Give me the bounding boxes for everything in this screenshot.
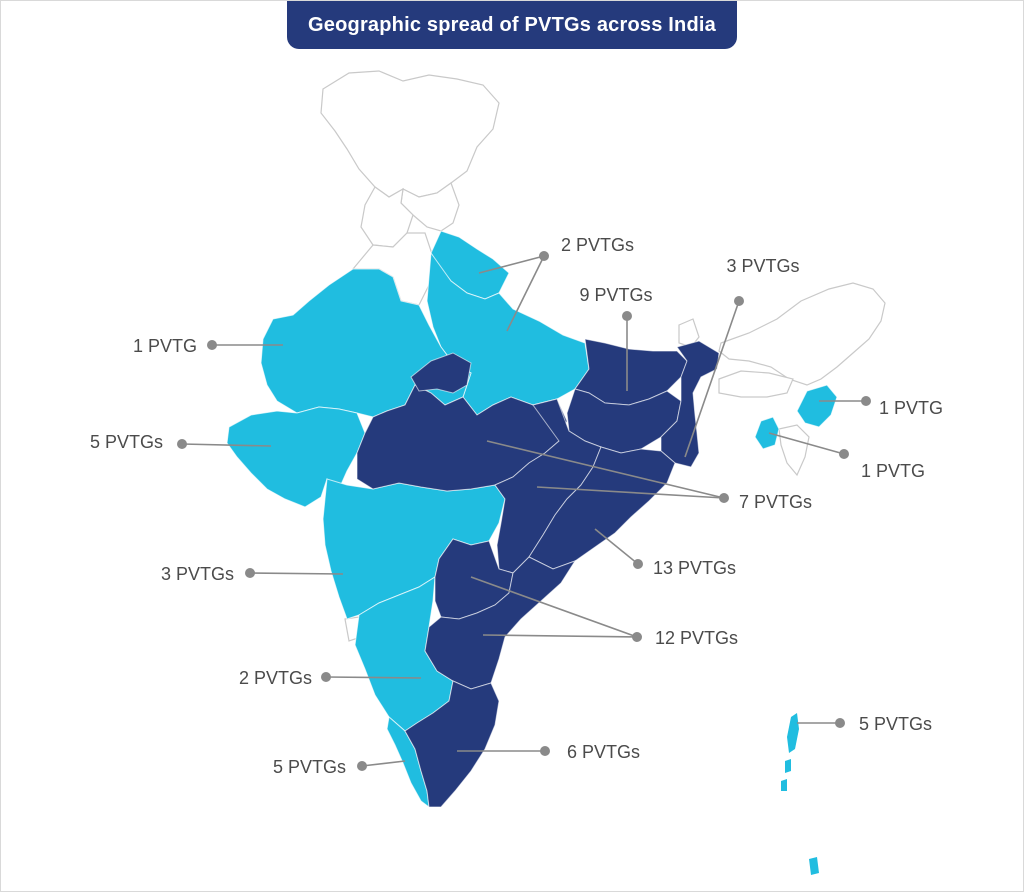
callout-label-maharashtra: 3 PVTGs <box>161 564 234 584</box>
state-mizoram <box>778 424 810 477</box>
callout-label-andaman-nicobar: 5 PVTGs <box>859 714 932 734</box>
callout-label-tripura: 1 PVTG <box>861 461 925 481</box>
callout-label-karnataka: 2 PVTGs <box>239 668 312 688</box>
state-manipur <box>796 384 838 428</box>
state-northeast <box>718 282 886 386</box>
leader-line-kerala <box>361 760 406 767</box>
callout-dot-mp-chhattisgarh <box>719 493 729 503</box>
callout-label-bihar: 9 PVTGs <box>579 285 652 305</box>
state-tamil-nadu <box>404 680 500 808</box>
island-car-nicobar <box>781 779 787 791</box>
callout-dot-odisha <box>633 559 643 569</box>
no-pvtg-regions <box>320 70 886 642</box>
callout-label-tamil-nadu: 6 PVTGs <box>567 742 640 762</box>
callout-dot-uttarakhand <box>539 251 549 261</box>
island-andaman-north <box>787 713 799 753</box>
leader-line-uttarakhand-1 <box>478 255 545 274</box>
leader-lines <box>177 251 871 771</box>
leader-line-uttarakhand-2 <box>506 255 545 332</box>
state-tripura <box>754 416 780 450</box>
callout-label-gujarat: 5 PVTGs <box>90 432 163 452</box>
leader-line-odisha <box>594 528 639 565</box>
leader-line-andhra-telangana-1 <box>470 576 638 638</box>
title-banner: Geographic spread of PVTGs across India <box>287 1 737 49</box>
state-meghalaya <box>718 370 794 398</box>
leader-line-andhra-telangana-2 <box>482 634 638 638</box>
callout-label-mp-chhattisgarh: 7 PVTGs <box>739 492 812 512</box>
callout-dot-kerala <box>357 761 367 771</box>
leader-line-gujarat <box>181 443 272 447</box>
callout-dot-manipur <box>861 396 871 406</box>
andaman-nicobar-islands <box>781 713 819 875</box>
callout-dot-gujarat <box>177 439 187 449</box>
leader-line-maharashtra <box>249 572 344 575</box>
callout-label-kerala: 5 PVTGs <box>273 757 346 777</box>
callout-dot-rajasthan <box>207 340 217 350</box>
callout-label-west-bengal: 3 PVTGs <box>726 256 799 276</box>
dark-regions <box>356 338 720 808</box>
leader-line-west-bengal <box>684 300 740 458</box>
leader-line-mp-chhattisgarh-2 <box>536 486 725 499</box>
callout-dot-west-bengal <box>734 296 744 306</box>
light-regions <box>226 230 838 875</box>
callout-label-andhra-telangana: 12 PVTGs <box>655 628 738 648</box>
island-andaman-south <box>785 759 791 773</box>
map-title: Geographic spread of PVTGs across India <box>308 13 716 36</box>
callout-dot-andaman-nicobar <box>835 718 845 728</box>
state-west-bengal <box>660 340 720 468</box>
callout-dot-andhra-telangana <box>632 632 642 642</box>
callout-label-odisha: 13 PVTGs <box>653 558 736 578</box>
callout-dot-karnataka <box>321 672 331 682</box>
leader-line-mp-chhattisgarh-1 <box>486 440 725 499</box>
callout-dot-bihar <box>622 311 632 321</box>
callout-dot-tamil-nadu <box>540 746 550 756</box>
island-great-nicobar <box>809 857 819 875</box>
callout-dot-tripura <box>839 449 849 459</box>
callout-label-rajasthan: 1 PVTG <box>133 336 197 356</box>
callout-dot-maharashtra <box>245 568 255 578</box>
state-jammu-kashmir-ladakh <box>320 70 500 198</box>
callout-labels: 2 PVTGs 1 PVTG 5 PVTGs 3 PVTGs 2 PVTGs 5 PVTG… <box>90 235 943 777</box>
state-madhya-pradesh-north-lobe <box>410 352 472 394</box>
leader-line-karnataka <box>325 676 422 679</box>
leader-line-tripura <box>768 432 845 455</box>
callout-label-manipur: 1 PVTG <box>879 398 943 418</box>
callout-label-uttarakhand: 2 PVTGs <box>561 235 634 255</box>
state-gujarat <box>226 406 366 508</box>
